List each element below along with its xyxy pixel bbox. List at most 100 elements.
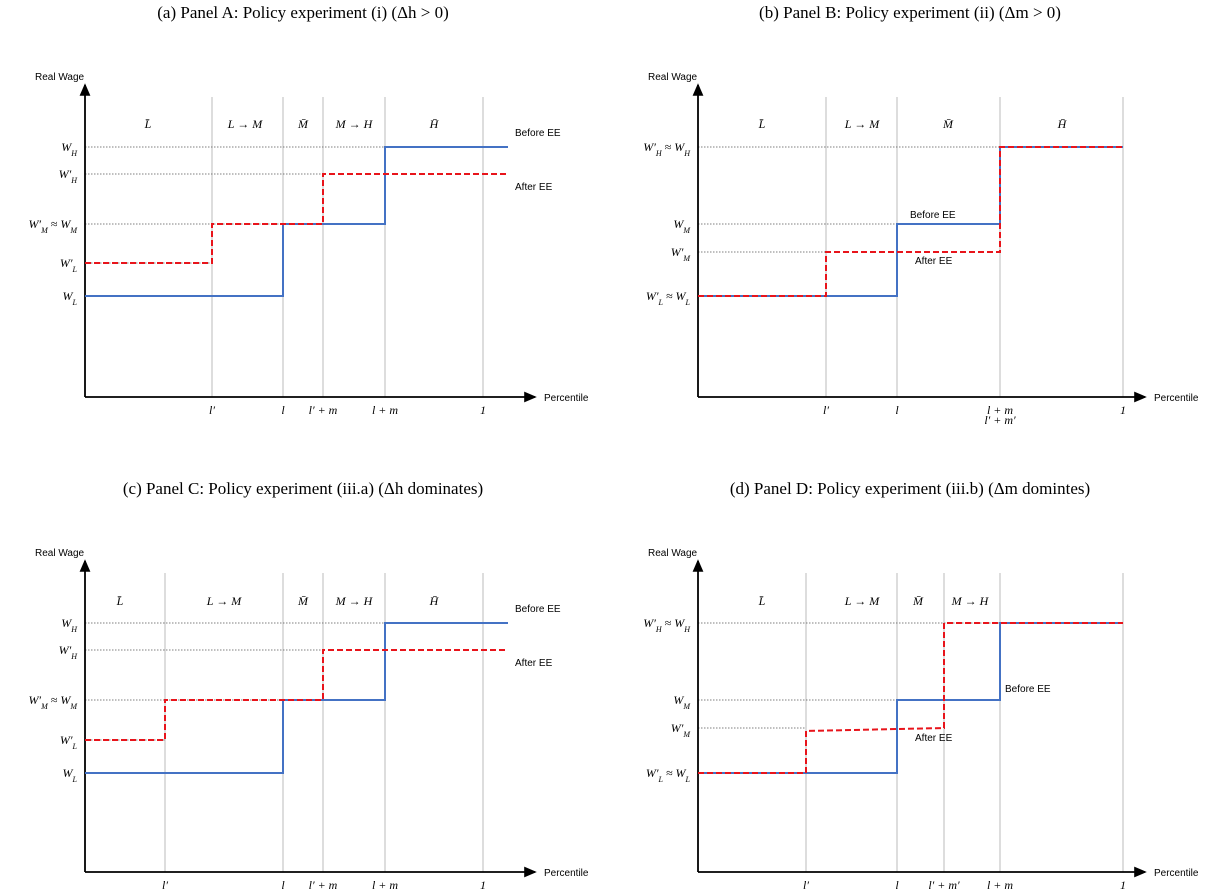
- before-label: Before EE: [515, 604, 561, 615]
- x-label: l′ + m′: [928, 878, 960, 892]
- y-level-label: W′H: [59, 167, 79, 185]
- after-line: [698, 146, 1123, 297]
- before-line: [85, 146, 508, 297]
- before-label: Before EE: [910, 210, 956, 221]
- subscript: M: [682, 730, 691, 739]
- region-label: H̄: [429, 594, 440, 608]
- subscript: L: [685, 298, 691, 307]
- y-level-label: W′M ≈ WM: [28, 693, 78, 711]
- label-part: ≈ W: [663, 766, 687, 780]
- subscript: H: [70, 149, 78, 158]
- panel-caption: (c) Panel C: Policy experiment (iii.a) (…: [123, 479, 483, 498]
- subscript: M: [40, 702, 49, 711]
- subscript: H: [70, 652, 78, 661]
- label-part: W′: [59, 643, 72, 657]
- label-part: W: [61, 616, 72, 630]
- label-part: W: [63, 289, 74, 303]
- x-label: l′: [803, 878, 809, 892]
- y-axis-title: Real Wage: [35, 72, 85, 83]
- label-part: ≈ W: [662, 616, 686, 630]
- subscript: M: [682, 226, 691, 235]
- y-axis-title: Real Wage: [35, 548, 85, 559]
- subscript: L: [72, 265, 78, 274]
- x-label: l + m: [372, 403, 398, 417]
- label-part: W: [63, 766, 74, 780]
- label-part: W′: [28, 693, 41, 707]
- x-label: l′ + m: [309, 403, 338, 417]
- panel: (b) Panel B: Policy experiment (ii) (Δm …: [643, 3, 1199, 427]
- region-label: M̄: [297, 117, 309, 131]
- region-label: L̄: [116, 594, 124, 608]
- label-part: ≈ W: [662, 140, 686, 154]
- subscript: L: [685, 775, 691, 784]
- y-level-label: WM: [673, 217, 691, 235]
- y-level-label: W′M: [671, 721, 692, 739]
- y-axis-title: Real Wage: [648, 72, 698, 83]
- y-level-label: W′L: [60, 256, 78, 274]
- x-label: 1: [480, 403, 486, 417]
- y-level-label: W′H ≈ WH: [643, 140, 691, 158]
- label-part: W′: [643, 140, 656, 154]
- label-part: W′: [646, 766, 659, 780]
- y-level-label: W′M: [671, 245, 692, 263]
- subscript: H: [683, 625, 691, 634]
- x-label: l + m: [987, 403, 1013, 417]
- x-label: 1: [1120, 878, 1126, 892]
- subscript: H: [70, 625, 78, 634]
- x-label: l′: [162, 878, 168, 892]
- region-label: L̄: [144, 117, 152, 131]
- y-level-label: W′L: [60, 733, 78, 751]
- after-label: After EE: [515, 182, 553, 193]
- region-label: L → M: [844, 117, 880, 131]
- label-part: W′: [671, 721, 684, 735]
- subscript: H: [683, 149, 691, 158]
- after-line: [85, 649, 508, 741]
- label-part: W: [61, 140, 72, 154]
- region-label: M → H: [335, 594, 374, 608]
- subscript: H: [70, 176, 78, 185]
- y-level-label: WH: [61, 616, 78, 634]
- label-part: ≈ W: [48, 217, 72, 231]
- y-axis-title: Real Wage: [648, 548, 698, 559]
- x-label: l′ + m: [309, 878, 338, 892]
- region-label: M → H: [335, 117, 374, 131]
- x-label: l: [895, 403, 899, 417]
- x-label: l′: [823, 403, 829, 417]
- subscript: L: [72, 742, 78, 751]
- region-label: L → M: [227, 117, 263, 131]
- subscript: M: [69, 226, 78, 235]
- after-label: After EE: [515, 658, 553, 669]
- region-label: M̄: [912, 594, 924, 608]
- region-label: H̄: [1057, 117, 1068, 131]
- region-label: L → M: [844, 594, 880, 608]
- panel: (c) Panel C: Policy experiment (iii.a) (…: [28, 479, 588, 892]
- label-part: W: [673, 217, 684, 231]
- label-part: W′: [28, 217, 41, 231]
- panel-caption: (d) Panel D: Policy experiment (iii.b) (…: [730, 479, 1090, 498]
- x-label: 1: [480, 878, 486, 892]
- x-axis-title: Percentile: [1154, 393, 1199, 404]
- x-label: l: [281, 878, 285, 892]
- after-label: After EE: [915, 256, 953, 267]
- before-label: Before EE: [515, 128, 561, 139]
- y-level-label: W′H: [59, 643, 79, 661]
- panel-caption: (b) Panel B: Policy experiment (ii) (Δm …: [759, 3, 1061, 22]
- before-line: [85, 622, 508, 774]
- subscript: L: [72, 298, 78, 307]
- label-part: W′: [60, 256, 73, 270]
- region-label: M̄: [297, 594, 309, 608]
- region-label: L → M: [206, 594, 242, 608]
- label-part: ≈ W: [48, 693, 72, 707]
- before-label: Before EE: [1005, 684, 1051, 695]
- x-label: 1: [1120, 403, 1126, 417]
- before-line: [698, 622, 1123, 774]
- subscript: H: [655, 149, 663, 158]
- y-level-label: W′L ≈ WL: [646, 289, 691, 307]
- after-line: [85, 173, 508, 264]
- region-label: L̄: [758, 594, 766, 608]
- after-line: [698, 622, 1123, 774]
- y-level-label: WL: [63, 289, 78, 307]
- y-level-label: W′H ≈ WH: [643, 616, 691, 634]
- x-axis-title: Percentile: [1154, 868, 1199, 879]
